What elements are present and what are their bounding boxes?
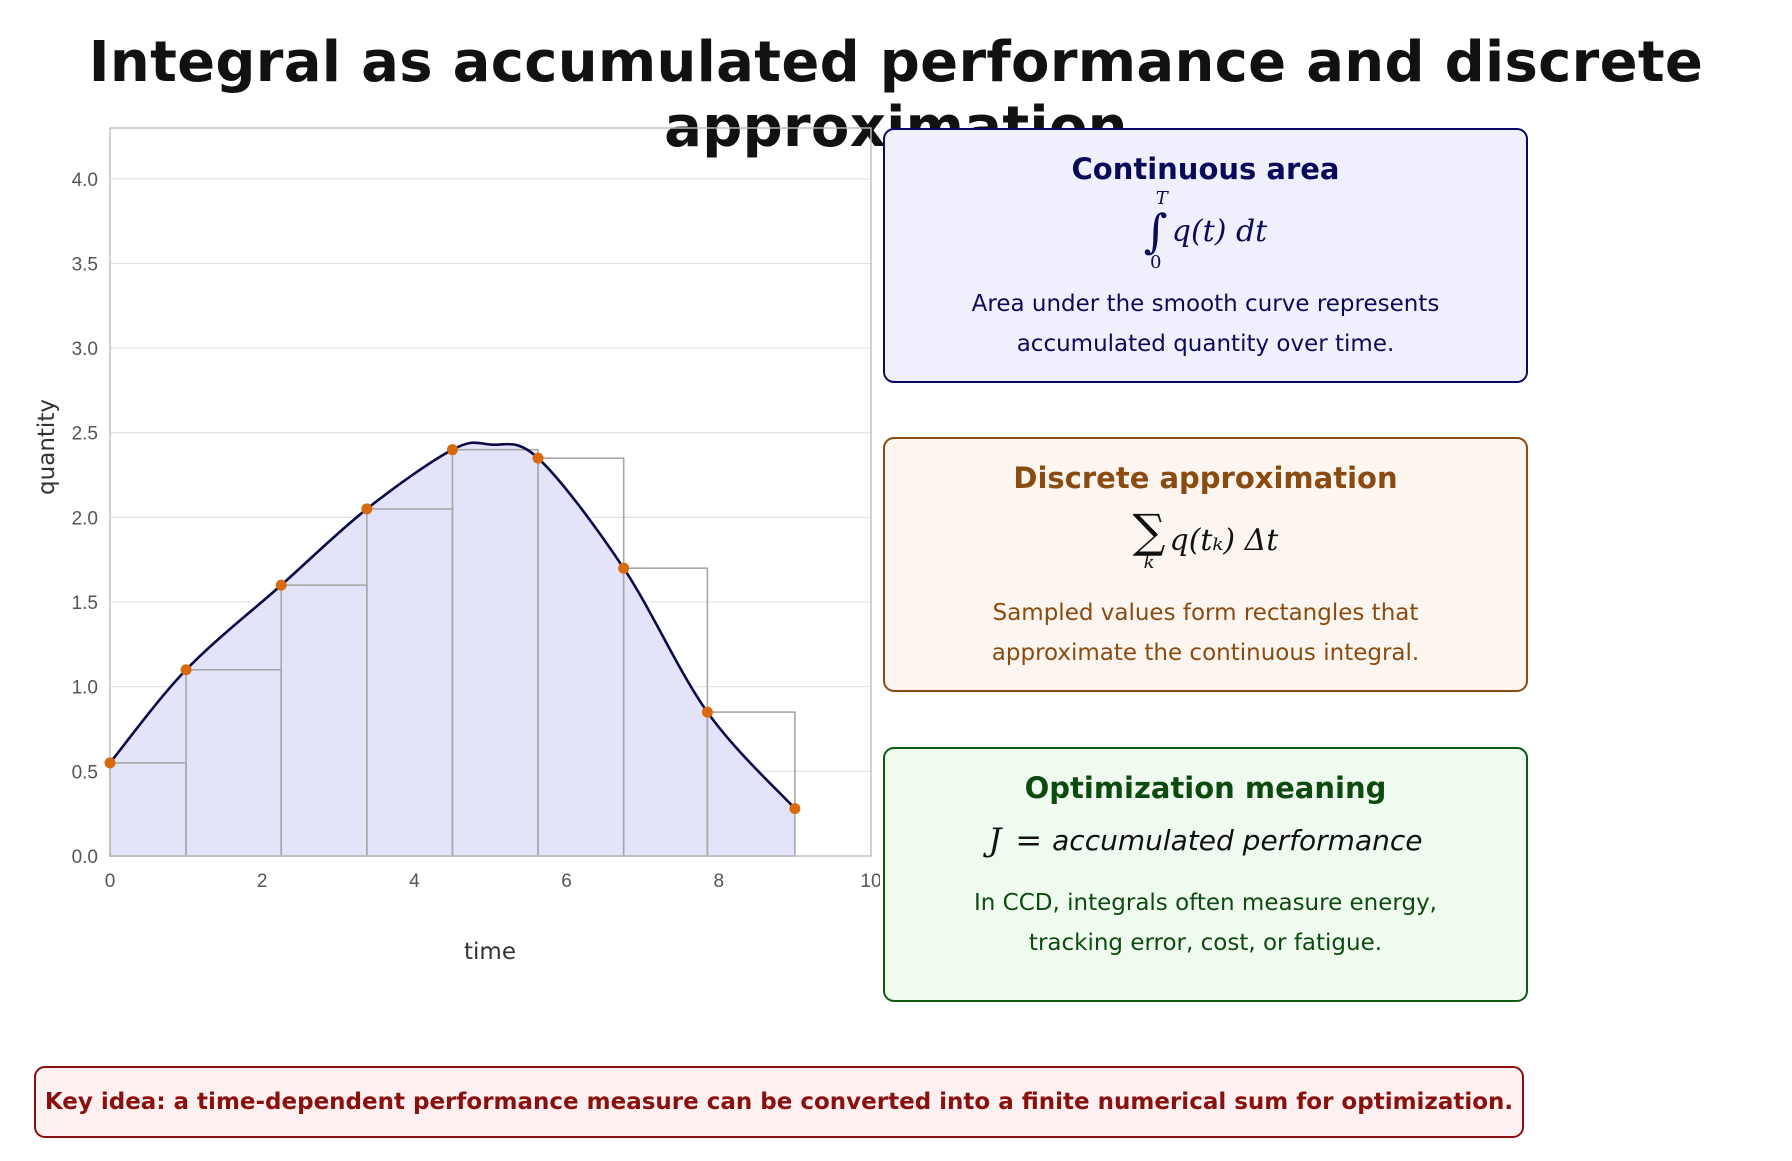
sample-point — [275, 579, 287, 591]
y-tick-label: 3.0 — [72, 339, 98, 360]
sum-sign: ∑ k — [1132, 504, 1166, 573]
sample-point — [532, 452, 544, 464]
x-tick-label: 8 — [714, 871, 725, 892]
continuous-area-title: Continuous area — [1071, 152, 1340, 186]
x-tick-label: 2 — [257, 871, 268, 892]
integral-sign: T ∫ 0 — [1143, 188, 1168, 273]
discrete-approximation-description: Sampled values form rectangles that appr… — [991, 600, 1420, 666]
integral-lower-limit: 0 — [1150, 252, 1162, 273]
page-title: Integral as accumulated performance and … — [88, 30, 1704, 160]
x-tick-label: 0 — [105, 871, 116, 892]
y-tick-label: 4.0 — [72, 170, 98, 191]
sample-point — [180, 664, 192, 676]
sum-index: k — [1143, 552, 1155, 573]
optimization-meaning-description: In CCD, integrals often measure energy, … — [974, 890, 1437, 956]
y-tick-label: 1.0 — [72, 678, 98, 699]
integral-body: q(t) dt — [1171, 213, 1268, 249]
sample-point — [104, 757, 116, 769]
formula-equals: = — [1015, 821, 1043, 859]
sample-point — [618, 562, 630, 574]
formula-lhs: J — [988, 821, 1002, 859]
integral-upper-limit: T — [1155, 188, 1168, 209]
x-axis-label: time — [464, 939, 516, 965]
y-axis-label: quantity — [34, 399, 60, 495]
sample-point — [361, 503, 373, 515]
discrete-approximation-box: Discrete approximation ∑ k q(tₖ) Δt Samp… — [883, 437, 1528, 692]
y-tick-label: 2.5 — [72, 424, 98, 445]
y-tick-label: 0.5 — [72, 762, 98, 783]
sample-point — [789, 803, 801, 815]
y-tick-label: 1.5 — [72, 593, 98, 614]
optimization-meaning-formula: J = accumulated performance — [885, 805, 1526, 875]
key-idea-banner: Key idea: a time-dependent performance m… — [34, 1066, 1524, 1138]
x-tick-label: 6 — [561, 871, 572, 892]
y-tick-label: 0.0 — [72, 847, 98, 868]
discrete-approximation-title: Discrete approximation — [1013, 461, 1398, 495]
sample-point — [701, 706, 713, 718]
formula-rhs: accumulated performance — [1052, 823, 1423, 857]
integral-chart: 0.0 0.5 1.0 1.5 2.0 2.5 3.0 3.5 4.0 0 2 4 6 8 10 time qu… — [34, 127, 880, 965]
continuous-area-formula: T ∫ 0 q(t) dt — [885, 186, 1526, 276]
x-tick-label: 4 — [409, 871, 420, 892]
optimization-meaning-box: Optimization meaning J = accumulated per… — [883, 747, 1528, 1002]
sample-point — [446, 444, 458, 456]
optimization-meaning-title: Optimization meaning — [1024, 771, 1387, 805]
discrete-approximation-formula: ∑ k q(tₖ) Δt — [885, 495, 1526, 585]
continuous-area-box: Continuous area T ∫ 0 q(t) dt Area under… — [883, 128, 1528, 383]
y-tick-label: 3.5 — [72, 254, 98, 275]
continuous-area-description: Area under the smooth curve represents a… — [971, 291, 1440, 357]
plot-frame — [109, 127, 872, 857]
sum-body: q(tₖ) Δt — [1169, 522, 1279, 558]
curve-line — [108, 441, 796, 810]
x-tick-label: 10 — [860, 871, 880, 892]
y-tick-label: 2.0 — [72, 508, 98, 529]
